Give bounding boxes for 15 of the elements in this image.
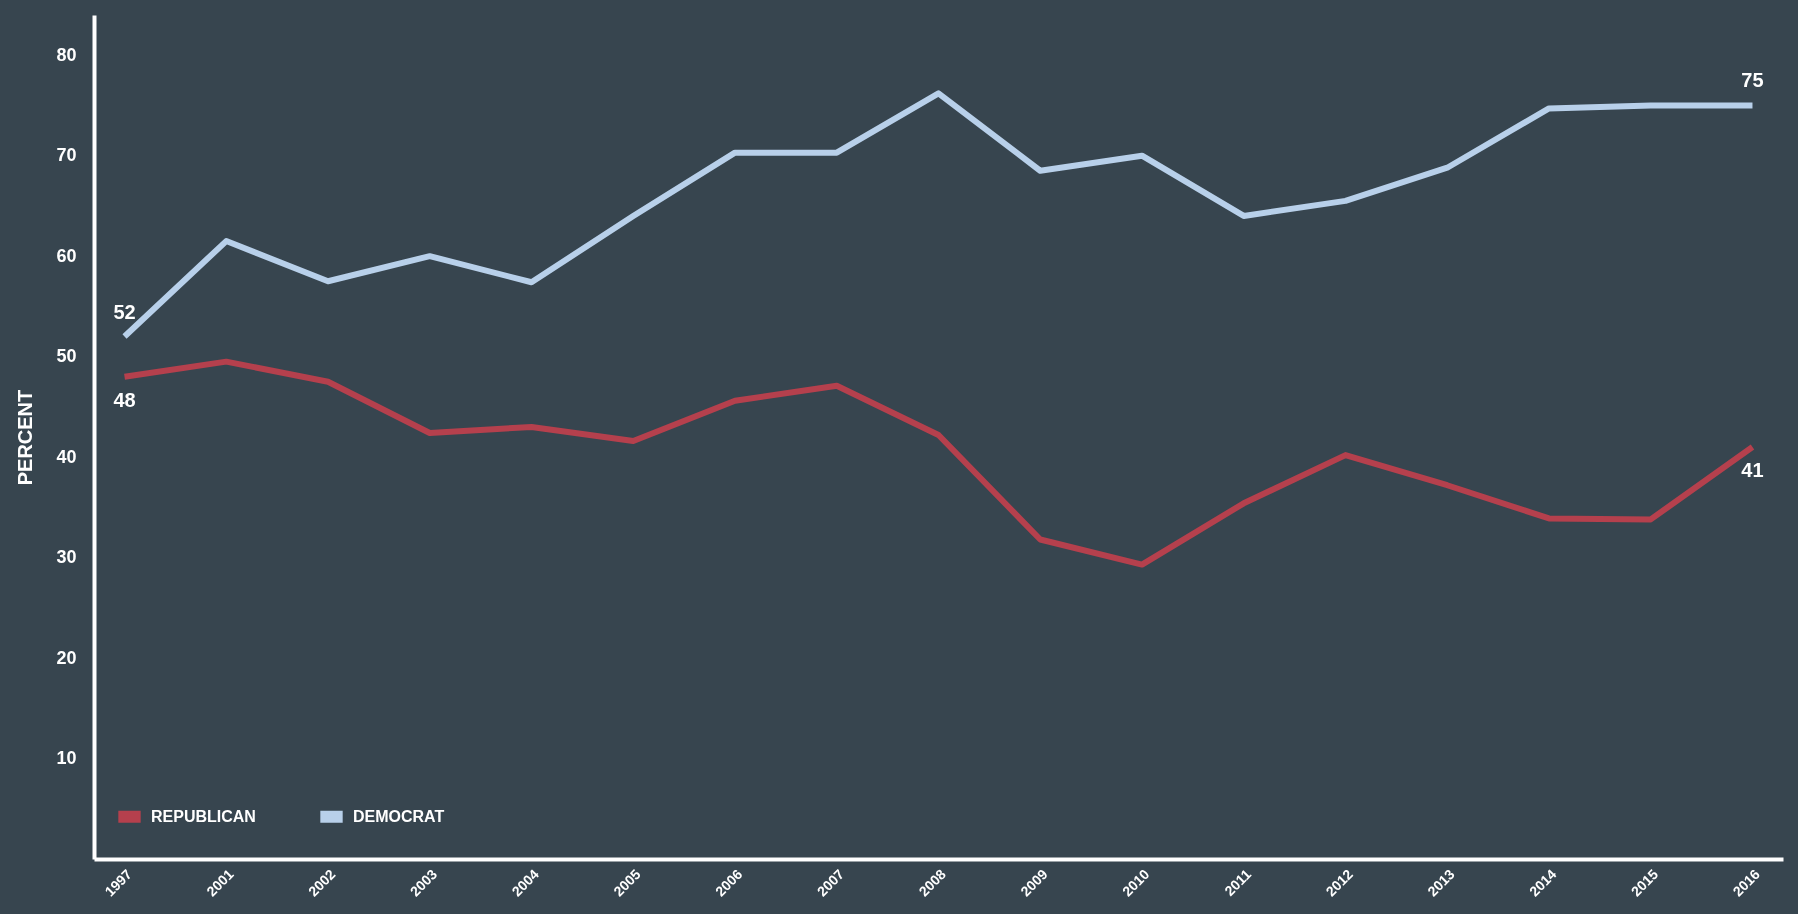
data-label: 52 <box>113 300 136 323</box>
data-label: 48 <box>113 388 136 411</box>
y-tick-label: 70 <box>56 145 77 166</box>
legend-label: DEMOCRAT <box>353 807 445 825</box>
y-tick-label: 30 <box>56 547 77 568</box>
y-tick-label: 10 <box>56 748 77 769</box>
y-tick-label: 80 <box>56 44 77 65</box>
data-label: 41 <box>1741 459 1764 482</box>
y-tick-label: 50 <box>56 346 77 367</box>
data-label: 75 <box>1741 69 1764 92</box>
y-tick-label: 60 <box>56 245 77 266</box>
legend-label: REPUBLICAN <box>151 807 256 825</box>
y-tick-label: 40 <box>56 446 77 467</box>
y-axis-title: PERCENT <box>14 389 37 486</box>
y-tick-label: 20 <box>56 647 77 668</box>
